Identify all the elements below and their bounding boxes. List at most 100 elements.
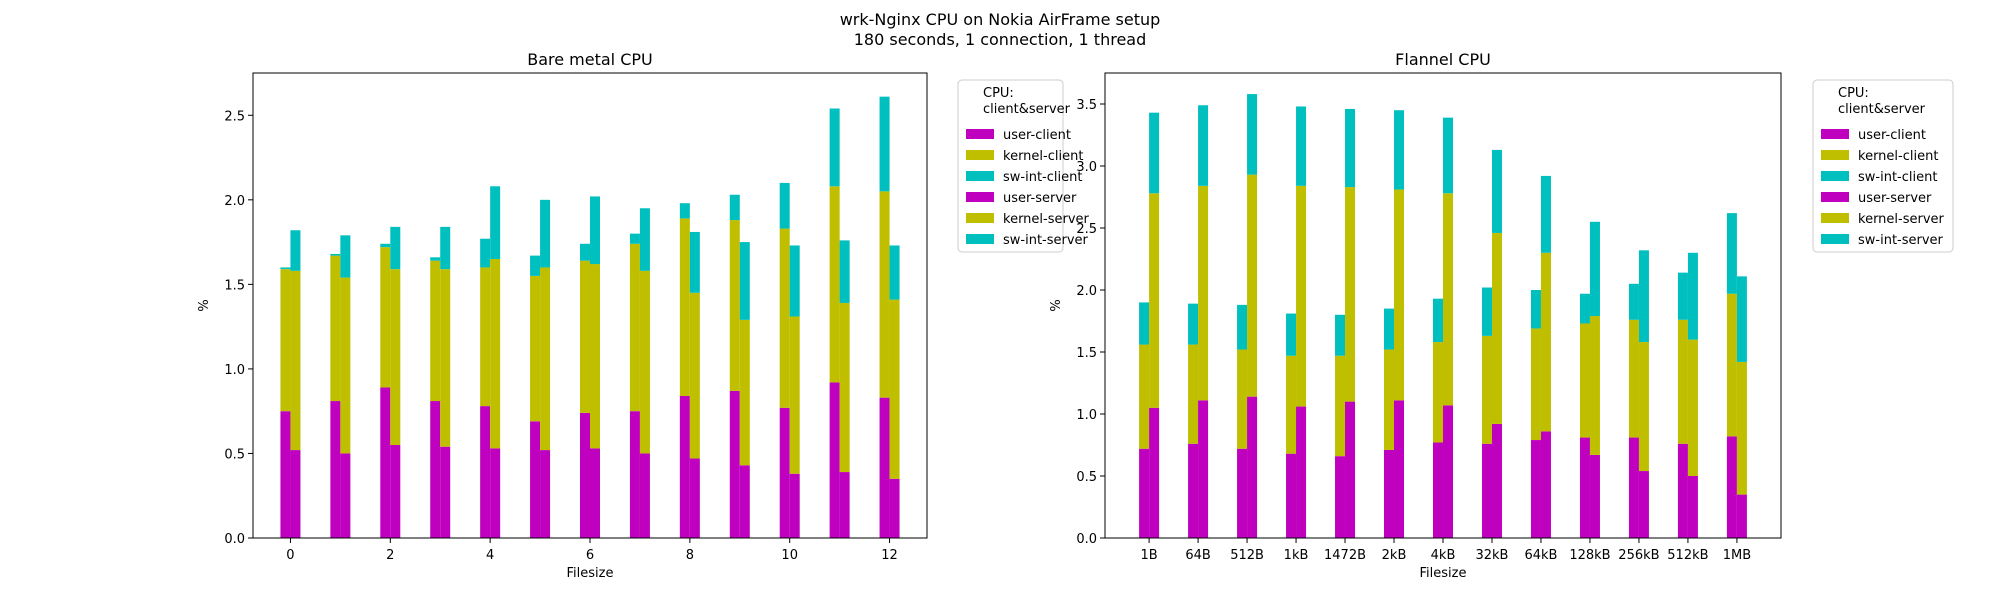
bar-user-server-7 bbox=[1491, 423, 1502, 538]
bar-kernel-client-7 bbox=[629, 243, 640, 412]
y-tick-label: 3.0 bbox=[1076, 160, 1097, 175]
legend-swatch-sw-int-server bbox=[1821, 234, 1849, 244]
bar-kernel-client-10 bbox=[779, 228, 790, 408]
y-tick-label: 0.0 bbox=[1076, 532, 1097, 547]
bar-user-server-5 bbox=[540, 450, 551, 538]
legend-box bbox=[957, 79, 1064, 253]
bar-user-server-8 bbox=[689, 458, 700, 538]
legend-label-kernel-server: kernel-server bbox=[1858, 212, 1945, 227]
bar-sw-int-client-0 bbox=[280, 267, 291, 270]
bar-user-client-7 bbox=[629, 411, 640, 538]
bar-sw-int-server-4 bbox=[490, 186, 501, 259]
x-tick-label: 1472B bbox=[1324, 548, 1366, 563]
panel-title-1: Bare metal CPU bbox=[527, 50, 653, 69]
bar-kernel-client-5 bbox=[1384, 349, 1395, 450]
bar-kernel-client-8 bbox=[1530, 328, 1541, 441]
bar-kernel-server-4 bbox=[490, 259, 501, 449]
bar-kernel-server-0 bbox=[1149, 193, 1160, 408]
bar-kernel-client-3 bbox=[1286, 355, 1297, 454]
y-tick-label: 1.0 bbox=[224, 363, 245, 378]
bar-user-server-11 bbox=[839, 472, 850, 538]
bar-kernel-client-0 bbox=[280, 269, 291, 412]
bar-sw-int-server-5 bbox=[540, 199, 551, 268]
y-tick-label: 0.5 bbox=[224, 447, 245, 462]
bar-sw-int-client-12 bbox=[1726, 213, 1737, 294]
legend-swatch-kernel-client bbox=[966, 150, 994, 160]
y-tick-label: 1.0 bbox=[1076, 408, 1097, 423]
bar-kernel-server-2 bbox=[390, 269, 401, 445]
legend-label-user-server: user-server bbox=[1003, 191, 1077, 206]
bar-sw-int-client-4 bbox=[1335, 314, 1346, 356]
legend-swatch-sw-int-client bbox=[1821, 171, 1849, 181]
bar-sw-int-client-12 bbox=[879, 96, 890, 192]
legend-title: client&server bbox=[983, 102, 1071, 117]
legend-swatch-kernel-server bbox=[1821, 213, 1849, 223]
bar-user-client-6 bbox=[580, 412, 590, 538]
x-tick-label: 512B bbox=[1230, 548, 1264, 563]
legend-swatch-sw-int-client bbox=[966, 171, 994, 181]
bar-kernel-client-7 bbox=[1481, 335, 1492, 444]
legend-swatch-user-server bbox=[1821, 192, 1849, 202]
bar-kernel-client-0 bbox=[1139, 344, 1150, 449]
bars-1 bbox=[280, 96, 900, 538]
bar-sw-int-client-1 bbox=[330, 253, 341, 256]
bar-sw-int-client-5 bbox=[530, 255, 541, 276]
legend-label-kernel-client: kernel-client bbox=[1003, 149, 1083, 164]
bar-sw-int-server-8 bbox=[689, 231, 700, 293]
bar-kernel-client-1 bbox=[330, 255, 341, 402]
x-tick-label: 128kB bbox=[1569, 548, 1610, 563]
bar-kernel-client-5 bbox=[530, 275, 541, 422]
bar-kernel-server-10 bbox=[789, 316, 800, 474]
legend-box bbox=[1812, 79, 1954, 253]
bar-sw-int-server-9 bbox=[1589, 221, 1600, 317]
y-axis-label-1: % bbox=[197, 299, 212, 311]
bar-user-client-6 bbox=[1433, 442, 1443, 538]
bar-kernel-server-8 bbox=[1540, 252, 1551, 432]
bar-sw-int-server-1 bbox=[1198, 105, 1209, 186]
bar-kernel-server-12 bbox=[1736, 361, 1747, 495]
y-tick-label: 0.0 bbox=[224, 532, 245, 547]
bar-kernel-server-10 bbox=[1638, 342, 1649, 472]
bar-user-server-4 bbox=[1345, 401, 1356, 538]
bar-kernel-client-3 bbox=[430, 260, 441, 402]
bar-sw-int-client-7 bbox=[1481, 287, 1492, 336]
x-tick-label: 512kB bbox=[1667, 548, 1708, 563]
bar-user-server-9 bbox=[1589, 454, 1600, 538]
chart-panel-2: 0.0 0.5 1.0 1.5 2.0 2.5 3.0 3.5 1B 64B 512B 1kB 1472… bbox=[1049, 50, 1954, 581]
bar-sw-int-client-1 bbox=[1188, 303, 1199, 345]
bar-kernel-client-2 bbox=[1237, 349, 1248, 449]
bar-sw-int-client-2 bbox=[1237, 304, 1248, 350]
x-axis-label-2: Filesize bbox=[1420, 566, 1467, 581]
bar-sw-int-server-6 bbox=[590, 196, 600, 265]
y-tick-label: 2.0 bbox=[1076, 284, 1097, 299]
bar-kernel-client-4 bbox=[480, 267, 491, 407]
bar-sw-int-client-3 bbox=[1286, 313, 1297, 356]
bar-kernel-client-6 bbox=[1433, 342, 1443, 443]
bar-kernel-client-12 bbox=[879, 191, 890, 398]
bar-user-server-6 bbox=[1443, 405, 1453, 538]
bar-sw-int-client-8 bbox=[1530, 290, 1541, 329]
bar-user-server-2 bbox=[1247, 396, 1258, 538]
y-tick-label: 2.5 bbox=[224, 109, 245, 124]
y-tick-label: 1.5 bbox=[1076, 346, 1097, 361]
x-tick-label: 2 bbox=[386, 548, 394, 563]
bar-user-server-2 bbox=[390, 445, 401, 538]
bar-sw-int-server-3 bbox=[1296, 106, 1307, 186]
bar-user-server-1 bbox=[340, 453, 351, 538]
bar-user-client-4 bbox=[1335, 456, 1346, 538]
chart-panel-1: 0.0 0.5 1.0 1.5 2.0 2.5 0 2 4 6 8 10 12 Bare metal CP… bbox=[197, 50, 1090, 581]
bar-sw-int-server-10 bbox=[1638, 250, 1649, 343]
y-tick-label: 0.5 bbox=[1076, 470, 1097, 485]
legend-title: CPU: bbox=[983, 86, 1014, 101]
legend-label-sw-int-client: sw-int-client bbox=[1003, 170, 1082, 185]
x-tick-label: 256kB bbox=[1618, 548, 1659, 563]
legend-1: CPU:client&server user-client kernel-clien… bbox=[957, 79, 1090, 253]
bar-user-server-0 bbox=[290, 450, 301, 538]
bar-sw-int-client-11 bbox=[1677, 272, 1688, 320]
bar-sw-int-server-6 bbox=[1443, 117, 1453, 194]
bar-user-client-8 bbox=[679, 395, 690, 538]
bar-sw-int-server-0 bbox=[290, 230, 301, 271]
figure-title: wrk-Nginx CPU on Nokia AirFrame setup 18… bbox=[0, 10, 2000, 50]
bar-user-server-3 bbox=[440, 446, 451, 538]
y-tick-label: 2.5 bbox=[1076, 222, 1097, 237]
